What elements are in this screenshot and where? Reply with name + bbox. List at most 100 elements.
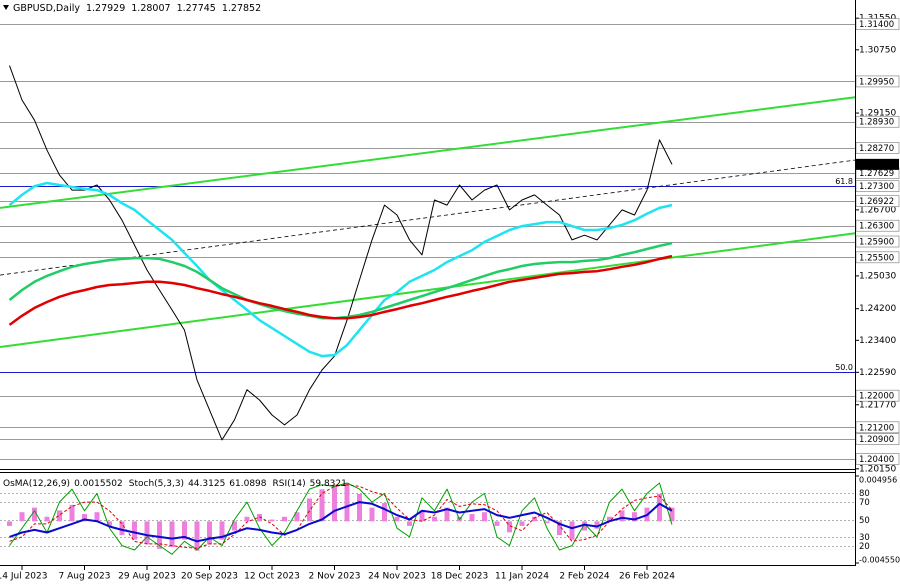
- level-label: 1.25500: [859, 253, 894, 263]
- indicator-reading: 44.3125: [188, 479, 225, 489]
- indicator-reading: 59.8321: [310, 479, 347, 489]
- level-label: 1.26922: [859, 197, 894, 207]
- last-price-box: [856, 158, 899, 170]
- level-label: 1.27300: [859, 182, 894, 192]
- indicator-name: RSI(14): [273, 479, 306, 489]
- fibo-label: 61.8: [835, 177, 853, 186]
- histogram-bar: [382, 503, 387, 522]
- histogram-bar: [282, 516, 287, 522]
- histogram-bar: [557, 521, 562, 536]
- last-price-label: 1.27852: [859, 160, 894, 170]
- menu-arrow[interactable]: [3, 5, 9, 10]
- level-label: 1.20400: [859, 455, 894, 465]
- y-tick-label: 1.20150: [859, 464, 896, 474]
- x-tick-label: 2 Nov 2023: [309, 572, 361, 582]
- histogram-bar: [369, 507, 375, 522]
- histogram-bar: [119, 521, 125, 536]
- level-label: 1.27629: [859, 169, 894, 179]
- y-tick-label: 1.21770: [859, 400, 896, 410]
- histogram-bar: [257, 514, 262, 522]
- histogram-bar: [532, 516, 537, 522]
- indicator-name: Stoch(5,3,3): [129, 479, 184, 489]
- histogram-bar: [494, 521, 500, 526]
- histogram-bar: [182, 521, 187, 540]
- y-tick-label: 1.24200: [859, 304, 896, 314]
- y-tick-label: 1.23400: [859, 336, 896, 346]
- level-label: 1.21200: [859, 423, 894, 433]
- fibo-label: 50.0: [835, 363, 853, 372]
- histogram-bar: [319, 489, 325, 522]
- histogram-bar: [32, 507, 37, 522]
- trend-line: [0, 96, 856, 209]
- trend-line: [0, 159, 856, 276]
- histogram-bar: [207, 521, 212, 545]
- y-tick-label: 1.22590: [859, 368, 896, 378]
- histogram-bar: [69, 504, 75, 522]
- histogram-bar: [469, 514, 475, 522]
- y2-tick-label: -0.004550: [859, 556, 900, 565]
- x-tick-label: 26 Feb 2024: [619, 572, 675, 582]
- indicator-line: [9, 484, 673, 549]
- price-line: [8, 181, 673, 358]
- ohlc-value: 1.27929: [86, 3, 125, 14]
- histogram-bar: [482, 512, 487, 522]
- level-label: 1.26300: [859, 222, 894, 232]
- histogram-bar: [344, 482, 350, 522]
- histogram-bar: [569, 521, 575, 540]
- histogram-bar: [169, 521, 175, 547]
- y-tick-label: 1.30750: [859, 45, 896, 55]
- level-label: 1.28270: [859, 144, 894, 154]
- histogram-bar: [269, 519, 275, 522]
- y-tick-label: 1.29150: [859, 109, 896, 119]
- indicator-line: [9, 501, 673, 543]
- histogram-bar: [82, 514, 87, 522]
- indicator-line: [9, 482, 673, 555]
- price-line: [8, 254, 673, 326]
- histogram-bar: [582, 521, 587, 531]
- histogram-bar: [44, 516, 50, 522]
- y-tick-label: 30: [859, 533, 870, 543]
- histogram-bar: [419, 510, 425, 522]
- ohlc-value: 1.27852: [222, 3, 261, 14]
- histogram-bar: [94, 512, 100, 522]
- x-tick-label: 7 Aug 2023: [59, 572, 111, 582]
- histogram-bar: [107, 521, 112, 526]
- ohlc-value: 1.28007: [131, 3, 170, 14]
- x-tick-label: 12 Oct 2023: [244, 572, 300, 582]
- histogram-bar: [619, 510, 625, 522]
- level-label: 1.20900: [859, 435, 894, 445]
- histogram-bar: [507, 521, 512, 533]
- x-tick-label: 14 Jul 2023: [0, 572, 47, 582]
- level-label: 1.28930: [859, 118, 894, 128]
- histogram-bar: [307, 498, 312, 522]
- histogram-bar: [669, 507, 675, 522]
- histogram-bar: [244, 516, 250, 522]
- histogram-bar: [594, 521, 600, 529]
- histogram-bar: [19, 512, 25, 522]
- price-panel: 1.315501.307501.291501.267001.250301.242…: [0, 14, 900, 474]
- y-tick-label: 50: [859, 516, 870, 526]
- x-tick-label: 24 Nov 2023: [368, 572, 426, 582]
- ohlc-value: 1.27745: [177, 3, 216, 14]
- histogram-bar: [407, 521, 412, 526]
- histogram-bar: [332, 484, 337, 522]
- level-label: 1.25900: [859, 238, 894, 248]
- level-label: 1.22000: [859, 392, 894, 402]
- y-tick-label: 80: [859, 489, 870, 499]
- histogram-bar: [632, 512, 637, 522]
- histogram-bar: [7, 521, 12, 526]
- histogram-bar: [544, 521, 550, 524]
- histogram-bar: [57, 510, 62, 522]
- histogram-bar: [357, 493, 362, 522]
- histogram-bar: [444, 507, 450, 522]
- x-tick-label: 18 Dec 2023: [431, 572, 489, 582]
- indicator-name: OsMA(12,26,9): [3, 479, 70, 489]
- indicator-reading: 61.0898: [229, 479, 266, 489]
- y-tick-label: 1.26700: [859, 205, 896, 215]
- x-tick-label: 2 Feb 2024: [559, 572, 610, 582]
- histogram-bar: [132, 521, 137, 540]
